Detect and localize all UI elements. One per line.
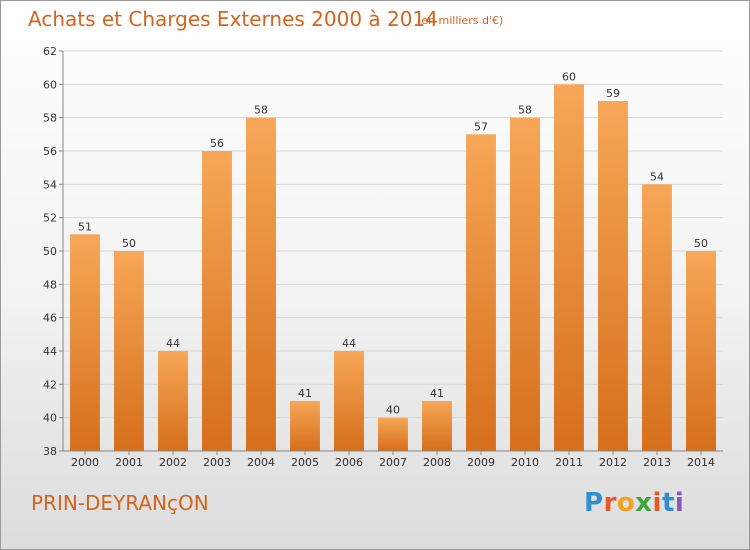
x-tick-label-2007: 2007 xyxy=(379,456,407,469)
bar-2007 xyxy=(378,417,408,451)
chart-title: Achats et Charges Externes 2000 à 2014 xyxy=(28,7,438,31)
labels: 38 40 42 44 46 48 50 52 54 56 58 60 62 51 2000 50 2001 44… xyxy=(43,45,715,469)
bar-2010 xyxy=(510,117,540,452)
logo-letter: x xyxy=(635,488,653,518)
data-label-2007: 40 xyxy=(386,404,400,417)
data-label-2004: 58 xyxy=(254,104,268,117)
x-tick-label-2011: 2011 xyxy=(555,456,583,469)
y-tick-label: 38 xyxy=(43,445,57,458)
axes xyxy=(59,50,723,455)
bar-2006 xyxy=(334,351,364,451)
x-tick-label-2010: 2010 xyxy=(511,456,539,469)
chart-unit: (en milliers d'€) xyxy=(417,14,504,27)
data-label-2011: 60 xyxy=(562,70,576,83)
bar-2004 xyxy=(246,117,276,452)
y-tick-label: 50 xyxy=(43,245,57,258)
x-tick-label-2014: 2014 xyxy=(687,456,715,469)
y-tick-label: 44 xyxy=(43,345,57,358)
bar-2008 xyxy=(422,401,452,451)
bar-2009 xyxy=(466,134,496,452)
bar-2003 xyxy=(202,151,232,451)
bar-2005 xyxy=(290,401,320,451)
data-label-2000: 51 xyxy=(78,220,92,233)
y-tick-label: 60 xyxy=(43,78,57,91)
bar-2011 xyxy=(554,84,584,451)
x-tick-label-2006: 2006 xyxy=(335,456,363,469)
x-tick-label-2000: 2000 xyxy=(71,456,99,469)
place-name: PRIN-DEYRANçON xyxy=(31,491,209,515)
x-tick-label-2008: 2008 xyxy=(423,456,451,469)
data-label-2003: 56 xyxy=(210,137,224,150)
logo-letter: i xyxy=(652,488,662,518)
data-label-2006: 44 xyxy=(342,337,356,350)
logo-letter: r xyxy=(603,488,617,518)
bar-2012 xyxy=(598,101,628,451)
bar-2013 xyxy=(642,184,672,452)
x-tick-label-2001: 2001 xyxy=(115,456,143,469)
x-tick-label-2012: 2012 xyxy=(599,456,627,469)
data-label-2009: 57 xyxy=(474,120,488,133)
data-label-2005: 41 xyxy=(298,387,312,400)
x-tick-label-2003: 2003 xyxy=(203,456,231,469)
bar-2000 xyxy=(70,234,100,451)
bars xyxy=(70,84,716,452)
y-tick-label: 58 xyxy=(43,112,57,125)
data-label-2001: 50 xyxy=(122,237,136,250)
x-tick-label-2009: 2009 xyxy=(467,456,495,469)
logo-letter: P xyxy=(584,488,604,518)
y-tick-label: 54 xyxy=(43,178,57,191)
logo-letter: o xyxy=(616,488,636,518)
data-label-2002: 44 xyxy=(166,337,180,350)
proxiti-logo: Proxiti xyxy=(584,488,684,518)
logo-letter: i xyxy=(674,488,685,518)
data-label-2008: 41 xyxy=(430,387,444,400)
y-tick-label: 48 xyxy=(43,278,57,291)
y-tick-label: 46 xyxy=(43,312,57,325)
y-tick-label: 56 xyxy=(43,145,57,158)
data-label-2012: 59 xyxy=(606,87,620,100)
bar-2014 xyxy=(686,251,716,451)
y-tick-label: 52 xyxy=(43,212,57,225)
x-tick-label-2004: 2004 xyxy=(247,456,275,469)
y-tick-label: 42 xyxy=(43,378,57,391)
data-label-2010: 58 xyxy=(518,104,532,117)
bar-2002 xyxy=(158,351,188,451)
x-tick-label-2002: 2002 xyxy=(159,456,187,469)
logo-letter: t xyxy=(661,488,675,518)
x-tick-label-2005: 2005 xyxy=(291,456,319,469)
y-tick-label: 40 xyxy=(43,412,57,425)
data-label-2014: 50 xyxy=(694,237,708,250)
data-label-2013: 54 xyxy=(650,170,664,183)
x-tick-label-2013: 2013 xyxy=(643,456,671,469)
y-tick-label: 62 xyxy=(43,45,57,58)
bar-2001 xyxy=(114,251,144,451)
